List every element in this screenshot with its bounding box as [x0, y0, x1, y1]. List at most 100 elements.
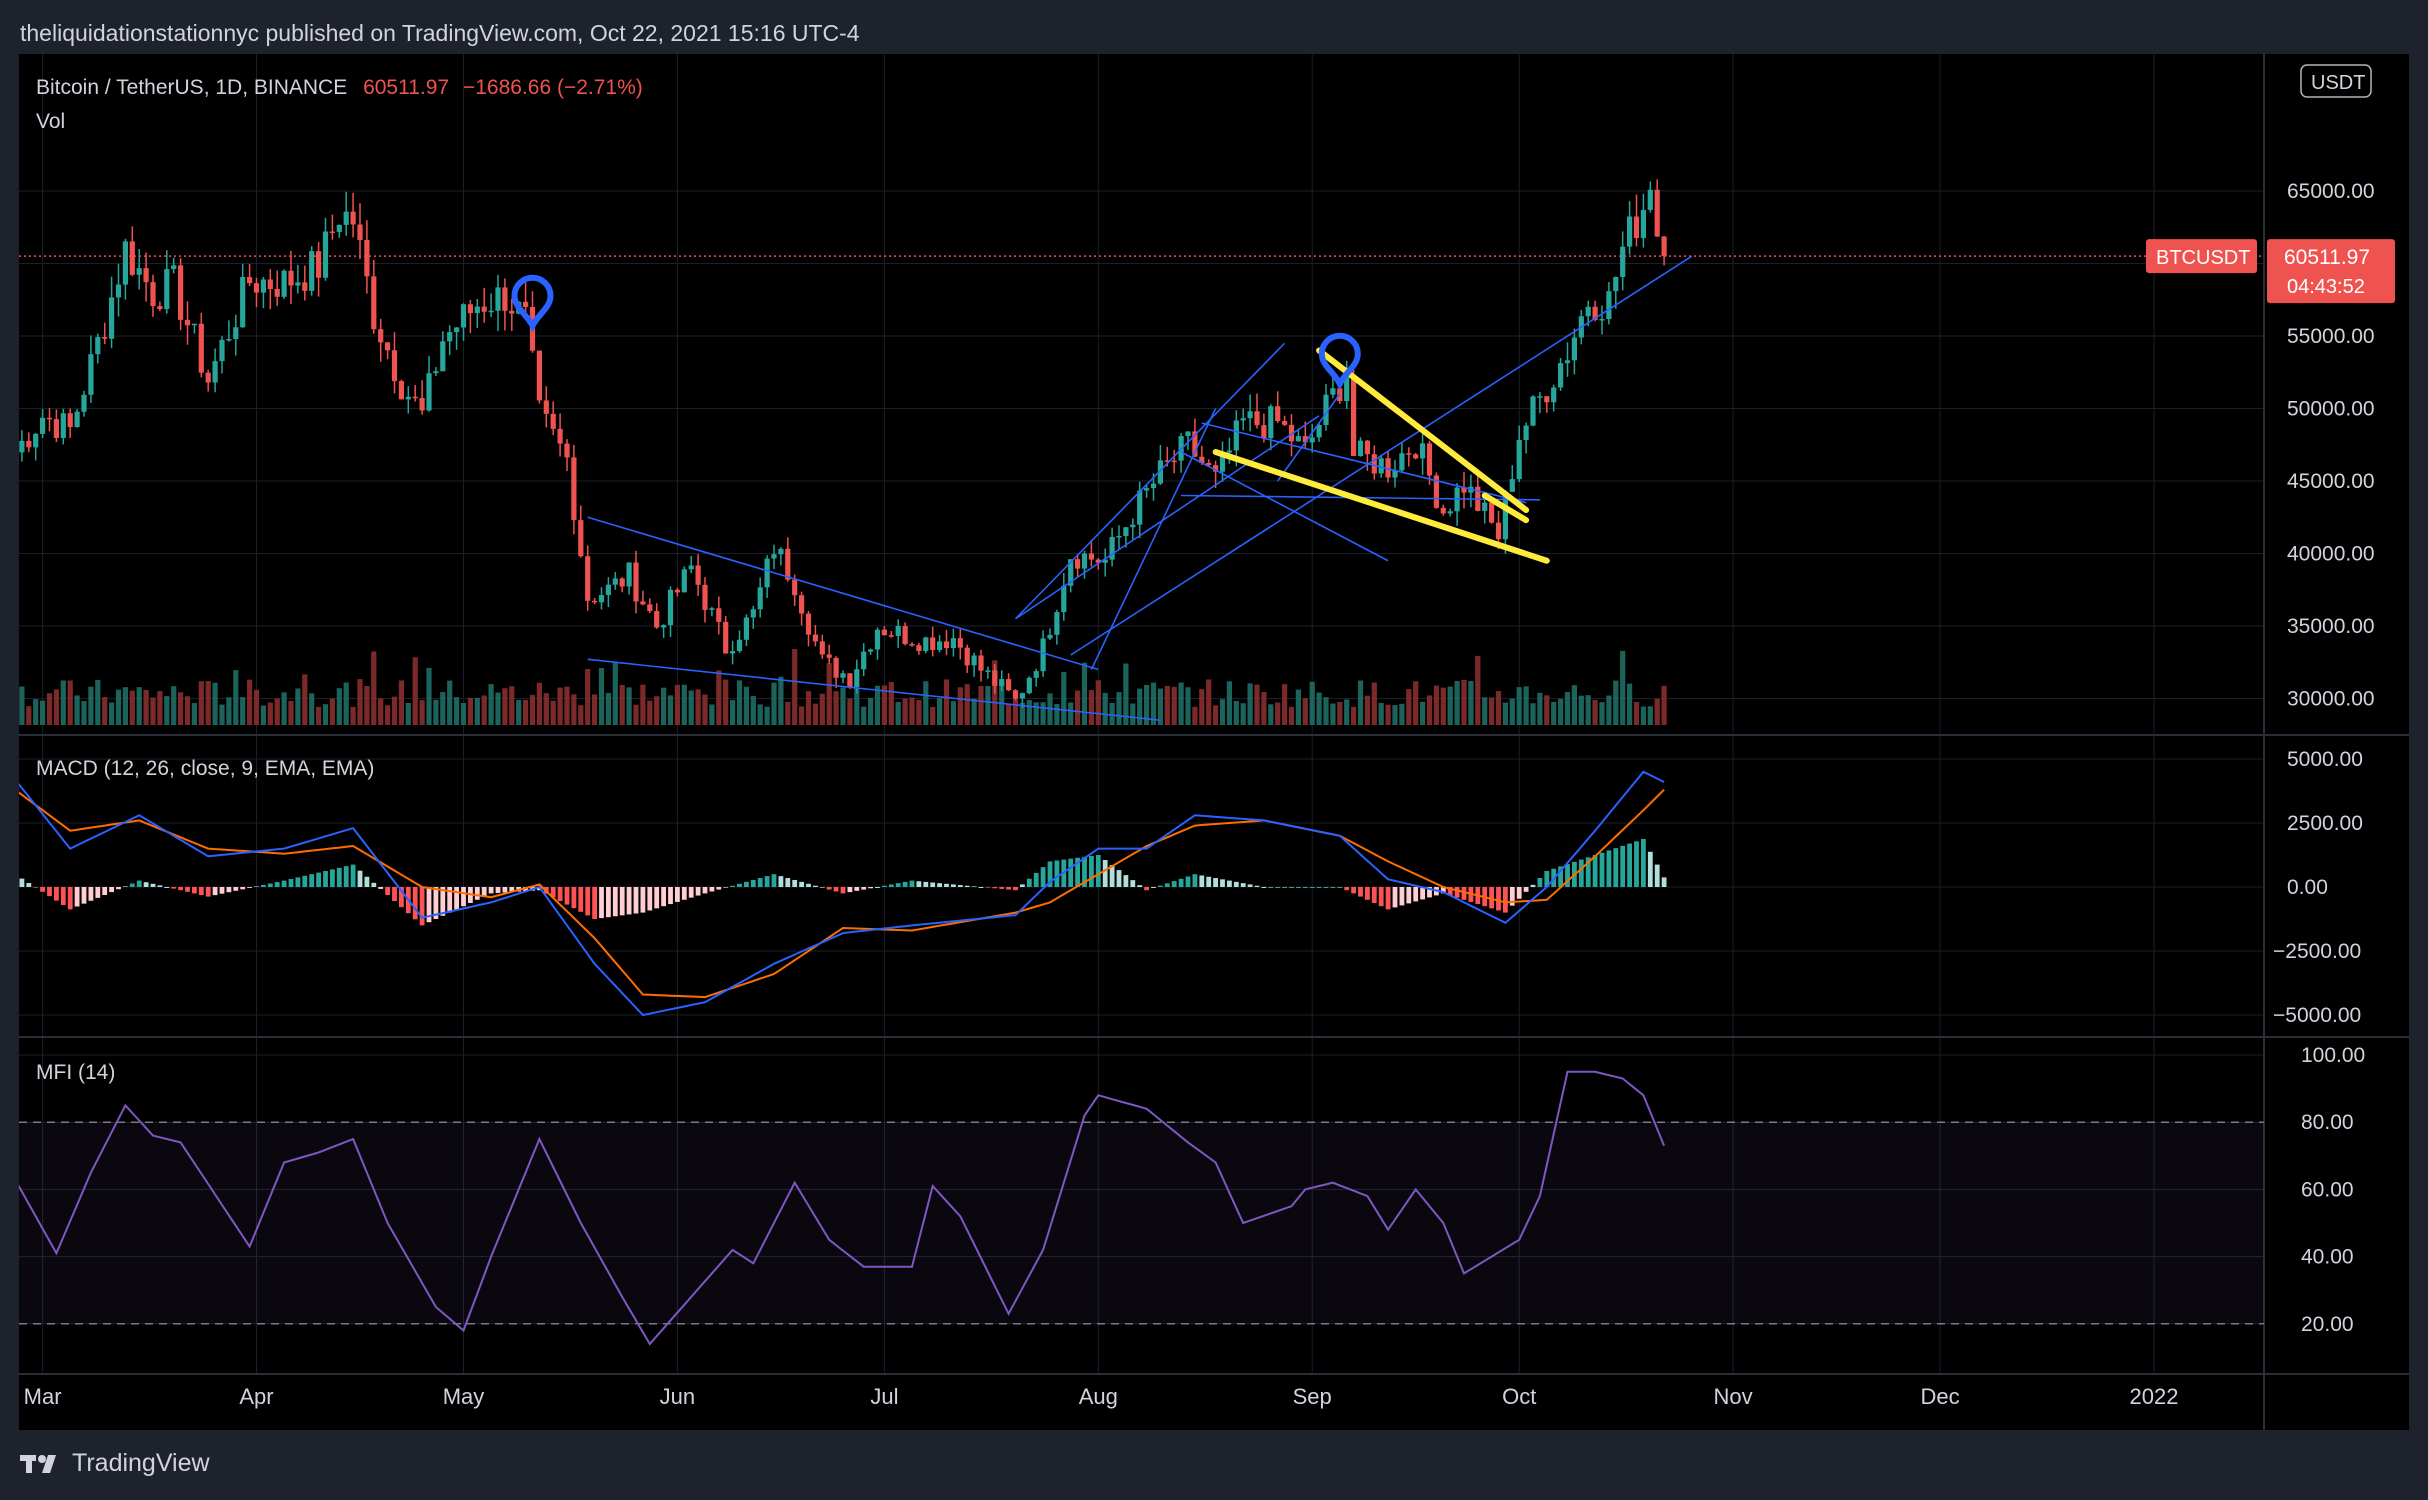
- candle: [868, 648, 874, 655]
- volume-bar: [743, 686, 749, 725]
- macd-hist-bar: [888, 884, 894, 887]
- candle: [881, 626, 887, 636]
- candle: [247, 263, 253, 287]
- candle: [157, 301, 163, 312]
- volume-bar: [1620, 650, 1626, 725]
- wedge-upper-line[interactable]: [1316, 347, 1530, 513]
- volume-bar: [412, 657, 418, 725]
- macd-hist-bar: [1116, 870, 1122, 887]
- candle: [1185, 431, 1191, 450]
- wedge-tip-line[interactable]: [1481, 492, 1530, 524]
- macd-hist-bar: [985, 887, 991, 888]
- candle: [1413, 452, 1419, 460]
- wedge-lower-line[interactable]: [1212, 449, 1550, 564]
- macd-hist-bar: [1585, 857, 1591, 887]
- mfi-tick-label: 100.00: [2301, 1044, 2365, 1067]
- candle-body: [1364, 440, 1370, 455]
- price-axis[interactable]: 65000.0060000.0055000.0050000.0045000.00…: [2287, 64, 2375, 711]
- candle-body: [1006, 679, 1012, 691]
- candle: [143, 252, 149, 302]
- volume-bar: [1433, 685, 1439, 725]
- candle-body: [295, 282, 301, 286]
- candle-body: [364, 239, 370, 277]
- candle: [1454, 483, 1460, 526]
- volume-bar: [1357, 680, 1364, 725]
- volume-bar: [1516, 687, 1522, 725]
- wedge-upper-trendline[interactable]: [587, 516, 1099, 671]
- macd-hist-bar: [1089, 855, 1094, 887]
- candle: [1247, 394, 1253, 432]
- marker-pin-icon[interactable]: [511, 274, 554, 333]
- time-axis[interactable]: Mar Apr May Jun Jul Aug Sep Oct Nov Dec 2022: [24, 1384, 2179, 1409]
- candle: [550, 401, 556, 436]
- marker-pin-icon[interactable]: [1318, 332, 1361, 391]
- macd-hist-bar: [1247, 884, 1253, 887]
- candle: [440, 331, 446, 372]
- macd-hist-bar: [661, 887, 666, 907]
- chart-canvas[interactable]: 65000.0060000.0055000.0050000.0045000.00…: [19, 54, 2409, 1430]
- volume-bar: [647, 700, 653, 725]
- macd-hist-bar: [102, 887, 108, 895]
- candle-body: [1585, 306, 1591, 317]
- channel-mid-trendline[interactable]: [1014, 342, 1286, 620]
- candle: [978, 649, 984, 682]
- macd-hist-bar: [1302, 887, 1308, 888]
- macd-hist-bar: [281, 880, 287, 887]
- volume-bar: [329, 698, 335, 725]
- macd-hist-bar: [1489, 887, 1494, 909]
- candle-body: [702, 584, 708, 610]
- candle-body: [1440, 507, 1446, 514]
- macd-hist-bar: [1213, 878, 1218, 887]
- macd-hist-bar: [1447, 887, 1453, 896]
- currency-button-frame[interactable]: [2300, 64, 2372, 98]
- candle: [730, 640, 736, 665]
- falling-wedge-drawing[interactable]: [1212, 347, 1550, 564]
- candle-body: [1309, 437, 1315, 443]
- candle-body: [654, 611, 660, 628]
- trendline-drawings[interactable]: [587, 255, 1693, 722]
- marker-pin-sep[interactable]: [1318, 332, 1361, 391]
- candle: [191, 323, 197, 334]
- channel-lower-trendline[interactable]: [1015, 415, 1320, 620]
- macd-hist-bar: [813, 885, 818, 887]
- volume-bar: [19, 686, 25, 725]
- tradingview-brand[interactable]: TradingView: [72, 1449, 210, 1477]
- wedge-lower-trendline[interactable]: [587, 658, 1161, 722]
- candle: [1447, 508, 1453, 517]
- inner-trendline[interactable]: [1277, 393, 1341, 482]
- candle-body: [164, 269, 170, 310]
- candle: [930, 626, 936, 657]
- volume-bar: [950, 701, 956, 725]
- candle-body: [53, 419, 59, 438]
- candle: [778, 547, 784, 566]
- currency-button[interactable]: USDT: [2300, 64, 2372, 98]
- volume-bar: [1654, 698, 1660, 725]
- triangle-upper-trendline[interactable]: [1201, 422, 1527, 504]
- candle-body: [971, 655, 977, 666]
- macd-hist-bar: [999, 887, 1005, 889]
- channel-left-trendline[interactable]: [1090, 408, 1217, 670]
- candle: [1219, 441, 1226, 482]
- candle-body: [1351, 377, 1357, 457]
- candle-body: [750, 609, 756, 618]
- channel-upper-trendline[interactable]: [1070, 255, 1693, 656]
- candle: [647, 598, 653, 614]
- macd-hist-bar: [1240, 883, 1246, 887]
- volume-bar: [385, 705, 391, 725]
- candle-body: [212, 361, 218, 383]
- candle: [60, 408, 66, 445]
- chart-frame[interactable]: 65000.0060000.0055000.0050000.0045000.00…: [19, 54, 2409, 1430]
- macd-hist-bar: [882, 885, 887, 887]
- volume-bar: [1364, 695, 1370, 725]
- footer[interactable]: TradingView: [20, 1449, 210, 1478]
- volume-bar: [378, 698, 384, 725]
- last-price: 60511.97: [363, 76, 450, 99]
- volume-bar: [336, 688, 342, 725]
- volume-bar: [895, 702, 901, 725]
- volume-bar: [74, 695, 80, 725]
- candle-body: [481, 306, 487, 312]
- triangle-lower-trendline[interactable]: [1180, 451, 1389, 562]
- volume-bar: [460, 702, 467, 725]
- marker-pin-may[interactable]: [511, 274, 554, 333]
- volume-bar: [681, 684, 687, 725]
